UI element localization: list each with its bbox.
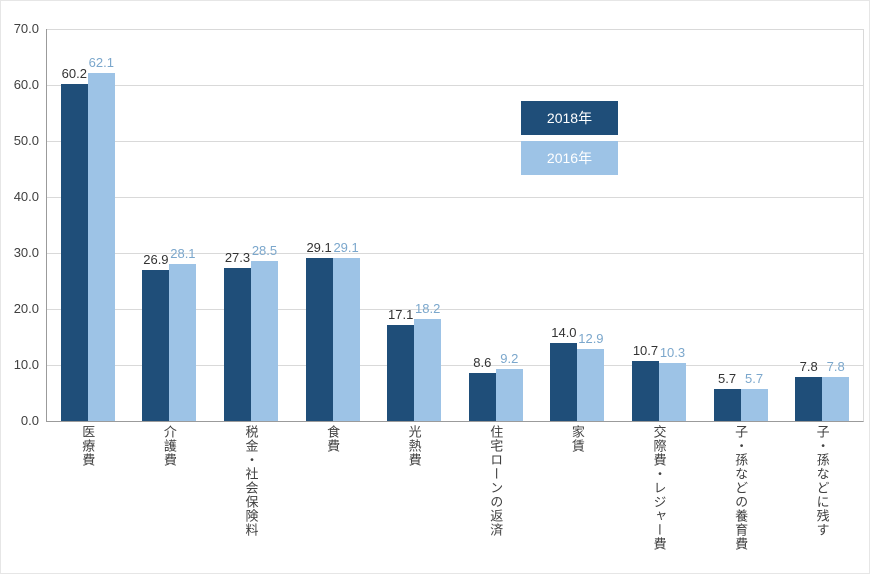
value-label: 5.7	[745, 371, 764, 387]
bar-group: 29.1 29.1	[292, 29, 374, 421]
category-label: 光熱費	[406, 425, 422, 467]
bar-group: 60.2 62.1	[47, 29, 129, 421]
bar-group: 17.1 18.2	[373, 29, 455, 421]
y-tick-label: 40.0	[13, 189, 39, 204]
y-tick-label: 70.0	[13, 21, 39, 36]
value-label: 10.7	[632, 343, 659, 359]
gridline	[47, 85, 863, 86]
bar-2016年: 18.2	[414, 301, 442, 421]
value-label: 8.6	[473, 354, 492, 370]
y-tick-label: 10.0	[13, 357, 39, 372]
category-label: 子・孫などに残す	[814, 425, 830, 537]
gridline	[47, 365, 863, 366]
value-label: 17.1	[388, 307, 414, 323]
y-tick-label: 0.0	[20, 413, 39, 428]
gridline	[47, 141, 863, 142]
bar-2018年: 29.1	[305, 240, 333, 421]
bar-group: 7.8 7.8	[781, 29, 863, 421]
value-label: 27.3	[224, 250, 251, 266]
category-label: 住宅ローンの返済	[488, 425, 504, 537]
y-tick-label: 20.0	[13, 301, 39, 316]
bar-2018年: 7.8	[795, 359, 823, 421]
value-label: 28.5	[251, 243, 278, 259]
bar-2016年: 28.5	[250, 243, 278, 421]
value-label: 18.2	[415, 301, 441, 317]
legend-item-2016年: 2016年	[521, 141, 618, 175]
bar-2018年: 17.1	[387, 307, 415, 421]
gridline	[47, 309, 863, 310]
y-tick-label: 60.0	[13, 77, 39, 92]
value-label: 28.1	[170, 245, 196, 261]
category-label: 医療費	[80, 425, 96, 467]
value-label: 14.0	[551, 324, 577, 340]
plot-area: 60.2 62.1 26.9 28.1 27.3 28.5 29.1 29.1 17.1 18.2…	[46, 29, 864, 422]
bar-2016年: 10.3	[658, 345, 686, 421]
bar-2016年: 62.1	[87, 55, 115, 421]
category-label: 子・孫などの養育費	[733, 425, 749, 551]
gridline	[47, 197, 863, 198]
bar-group: 26.9 28.1	[129, 29, 211, 421]
bar-2018年: 14.0	[550, 325, 578, 421]
bar-2018年: 5.7	[713, 371, 741, 421]
value-label: 7.8	[799, 359, 818, 375]
bar-2018年: 8.6	[468, 355, 496, 421]
category-label: 家賃	[569, 425, 585, 453]
bar-2018年: 10.7	[631, 343, 659, 421]
y-tick-label: 50.0	[13, 133, 39, 148]
bar-2018年: 27.3	[223, 250, 251, 421]
value-label: 29.1	[333, 240, 359, 256]
gridline	[47, 29, 863, 30]
bar-group: 10.7 10.3	[618, 29, 700, 421]
bar-group: 14.0 12.9	[537, 29, 619, 421]
value-label: 62.1	[88, 55, 114, 71]
value-label: 12.9	[578, 330, 604, 346]
legend-item-2018年: 2018年	[521, 101, 618, 135]
bar-2016年: 5.7	[740, 371, 768, 421]
bar-2016年: 7.8	[822, 359, 850, 421]
category-label: 税金・社会保険料	[243, 425, 259, 537]
gridline	[47, 253, 863, 254]
legend: 2018年 2016年	[521, 101, 618, 175]
bar-2016年: 29.1	[332, 240, 360, 421]
bar-2018年: 26.9	[142, 252, 170, 421]
y-tick-label: 30.0	[13, 245, 39, 260]
value-label: 60.2	[61, 65, 87, 81]
category-label: 介護費	[161, 425, 177, 467]
value-label: 10.3	[659, 345, 686, 361]
value-label: 9.2	[500, 351, 519, 367]
value-label: 5.7	[718, 371, 737, 387]
bar-group: 8.6 9.2	[455, 29, 537, 421]
bar-2016年: 12.9	[577, 331, 605, 421]
bar-2018年: 60.2	[60, 66, 88, 421]
value-label: 29.1	[306, 240, 332, 256]
category-label: 交際費・レジャー費	[651, 425, 667, 551]
category-label: 食費	[325, 425, 341, 453]
bar-2016年: 9.2	[495, 351, 523, 421]
bar-group: 27.3 28.5	[210, 29, 292, 421]
value-label: 26.9	[143, 252, 169, 268]
value-label: 7.8	[826, 359, 845, 375]
bar-group: 5.7 5.7	[700, 29, 782, 421]
bar-2016年: 28.1	[169, 246, 197, 421]
